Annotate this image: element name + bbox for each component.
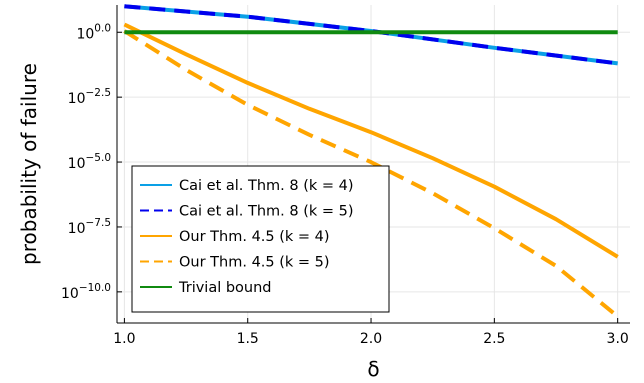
- y-tick-label: 10−7.5: [68, 217, 111, 237]
- legend-entry: Our Thm. 4.5 (k = 4): [179, 229, 330, 245]
- y-tick-exponent: −10.0: [79, 282, 111, 294]
- legend-entry: Our Thm. 4.5 (k = 5): [179, 255, 330, 271]
- y-tick-base: 10: [68, 91, 86, 107]
- series-line-2: [124, 4, 618, 66]
- y-tick-base: 10: [61, 286, 79, 302]
- y-tick-label: 100.0: [76, 22, 111, 42]
- y-axis-ticks: 100.010−2.510−5.010−7.510−10.0: [61, 22, 122, 302]
- legend-entry: Trivial bound: [178, 280, 272, 296]
- y-tick-base: 10: [68, 221, 86, 237]
- y-axis-label: probability of failure: [17, 63, 41, 265]
- y-tick-base: 10: [68, 156, 86, 172]
- x-tick-label: 2.0: [360, 331, 382, 347]
- legend: Cai et al. Thm. 8 (k = 4) Cai et al. Thm.…: [131, 165, 390, 313]
- y-tick-exponent: −5.0: [86, 152, 112, 164]
- series-lines: [123, 4, 619, 319]
- x-tick-label: 3.0: [607, 331, 629, 347]
- x-tick-label: 1.5: [237, 331, 259, 347]
- y-tick-label: 10−10.0: [61, 282, 111, 302]
- plot-frame: [116, 5, 630, 324]
- legend-entry: Cai et al. Thm. 8 (k = 4): [179, 178, 354, 194]
- x-axis-label: δ: [367, 357, 379, 381]
- legend-entry: Cai et al. Thm. 8 (k = 5): [179, 204, 354, 220]
- y-tick-base: 10: [76, 26, 94, 42]
- y-tick-label: 10−5.0: [68, 152, 111, 172]
- y-tick-exponent: 0.0: [94, 22, 111, 34]
- x-axis-ticks: 1.0 1.5 2.0 2.5 3.0: [113, 318, 629, 347]
- y-tick-exponent: −7.5: [86, 217, 112, 229]
- series-line-3: [123, 22, 619, 259]
- x-tick-label: 1.0: [113, 331, 135, 347]
- series-line-4: [123, 29, 619, 319]
- x-tick-label: 2.5: [483, 331, 505, 347]
- y-tick-label: 10−2.5: [68, 87, 111, 107]
- legend-box: [131, 165, 390, 313]
- y-tick-exponent: −2.5: [86, 87, 112, 99]
